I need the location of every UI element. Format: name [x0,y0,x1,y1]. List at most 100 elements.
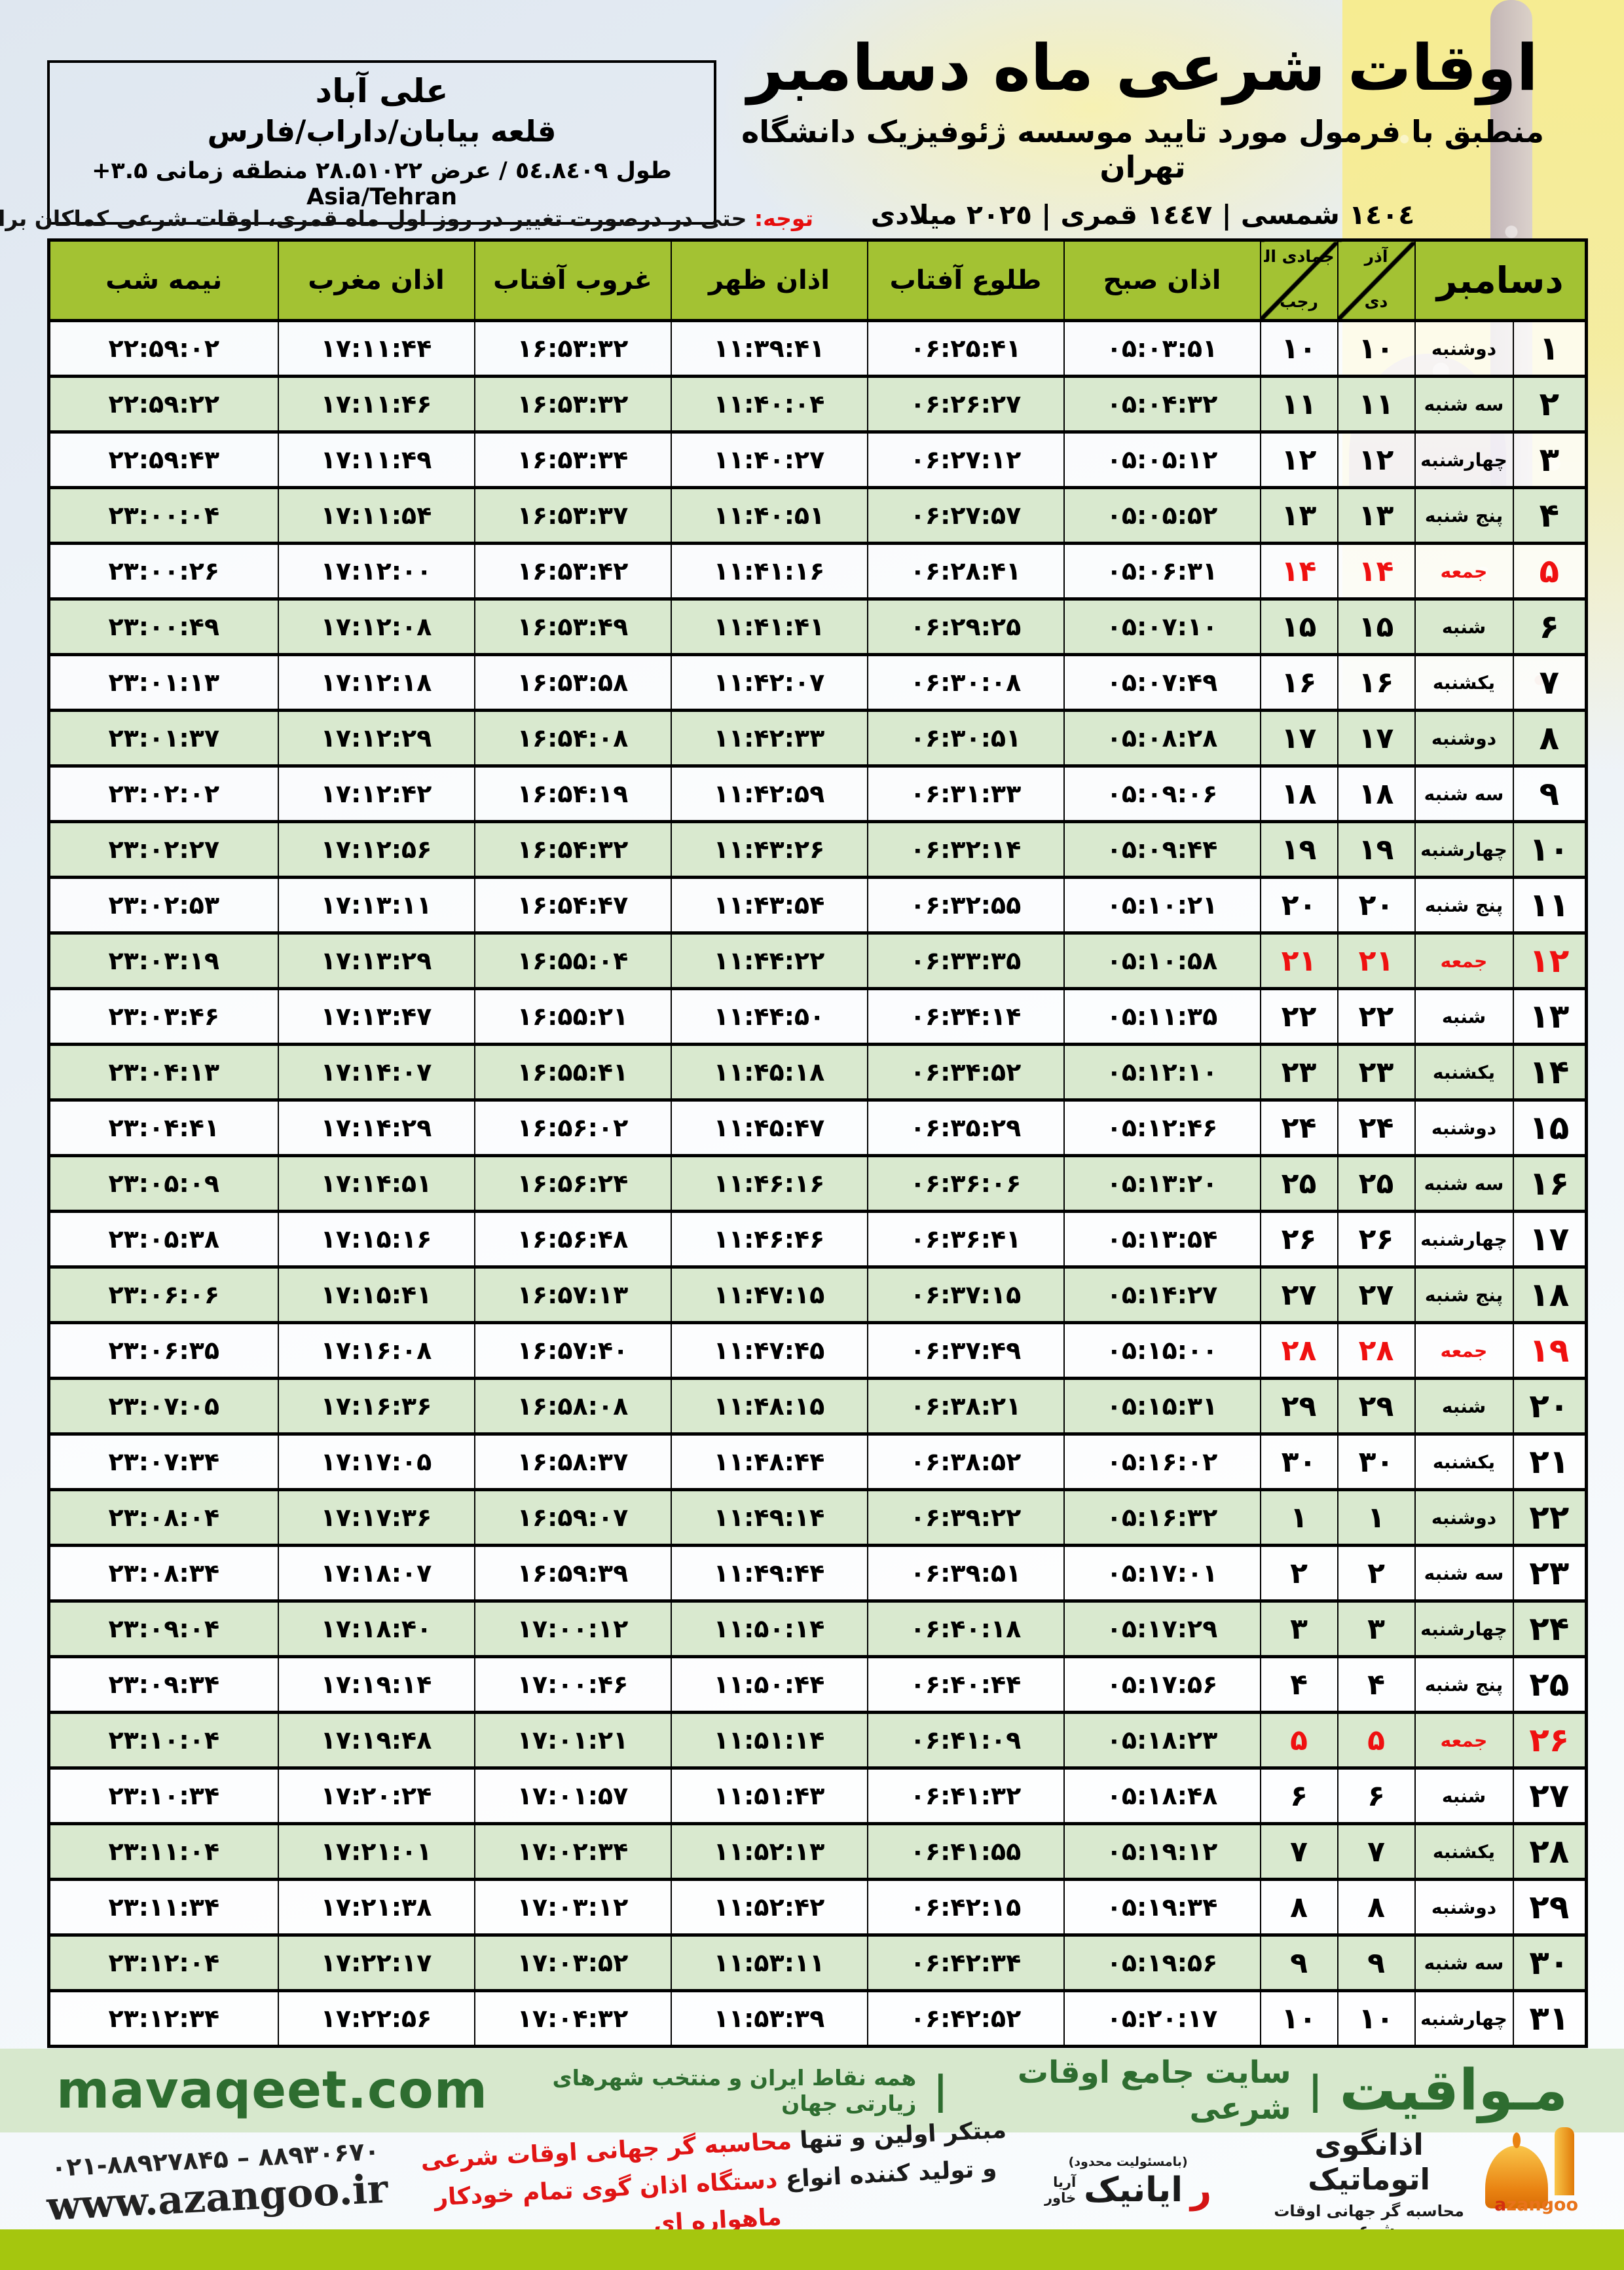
cell-maghrib-time: ۱۷:۱۳:۲۹ [277,932,475,990]
location-coordinates: طول ٥٤.٨٤٠٩ / عرض ۲۸.۵۱۰۲۲ منطقه زمانی ۳… [92,158,672,210]
cell-sunrise-time: ۰۶:۲۹:۲۵ [866,598,1065,656]
cell-fajr-time: ۰۵:۱۸:۴۸ [1063,1767,1261,1825]
cell-sunrise-time: ۰۶:۴۲:۳۴ [866,1934,1065,1992]
cell-dhuhr-time: ۱۱:۳۹:۴۱ [670,320,868,377]
location-region: قلعه بیابان/داراب/فارس [207,114,557,149]
table-row: ۱۵ دوشنبه ۲۴ ۲۴ ۰۵:۱۲:۴۶ ۰۶:۳۵:۲۹ ۱۱:۴۵:… [48,1099,1587,1157]
cell-fajr-time: ۰۵:۲۰:۱۷ [1063,1990,1261,2047]
cell-persian-month-day: ۲۶ [1337,1210,1416,1268]
cell-sunset-time: ۱۶:۵۵:۲۱ [473,988,672,1045]
table-row: ۱ دوشنبه ۱۰ ۱۰ ۰۵:۰۳:۵۱ ۰۶:۲۵:۴۱ ۱۱:۳۹:۴… [48,320,1587,377]
cell-persian-month-day: ۱۵ [1337,598,1416,656]
cell-fajr-time: ۰۵:۱۵:۳۱ [1063,1377,1261,1435]
cell-sunrise-time: ۰۶:۳۱:۳۳ [866,765,1065,823]
azangoo-title: اذانگوی اتوماتیک [1308,2127,1430,2197]
cell-weekday: یکشنبه [1414,1043,1514,1101]
cell-gregorian-day: ۳۱ [1512,1990,1587,2047]
cell-sunset-time: ۱۶:۵۸:۳۷ [473,1433,672,1491]
cell-dhuhr-time: ۱۱:۴۲:۳۳ [670,709,868,767]
cell-fajr-time: ۰۵:۰۸:۲۸ [1063,709,1261,767]
cell-maghrib-time: ۱۷:۱۴:۵۱ [277,1155,475,1212]
cell-sunrise-time: ۰۶:۳۲:۱۴ [866,821,1065,878]
cell-sunrise-time: ۰۶:۳۴:۱۴ [866,988,1065,1045]
cell-midnight-time: ۲۳:۱۱:۰۴ [48,1823,279,1880]
cell-hijri-month-day: ۲۳ [1259,1043,1338,1101]
cell-gregorian-day: ۲۲ [1512,1489,1587,1546]
cell-hijri-month-day: ۱۵ [1259,598,1338,656]
cell-hijri-month-day: ۲۹ [1259,1377,1338,1435]
cell-persian-month-day: ۱ [1337,1489,1416,1546]
cell-gregorian-day: ۲ [1512,375,1587,433]
cell-midnight-time: ۲۳:۰۳:۴۶ [48,988,279,1045]
cell-hijri-month-day: ۴ [1259,1656,1338,1713]
cell-persian-month-day: ۶ [1337,1767,1416,1825]
cell-sunset-time: ۱۶:۵۵:۰۴ [473,932,672,990]
cell-sunrise-time: ۰۶:۳۳:۳۵ [866,932,1065,990]
cell-midnight-time: ۲۲:۵۹:۲۲ [48,375,279,433]
location-box: علی آباد قلعه بیابان/داراب/فارس طول ٥٤.٨… [47,60,716,225]
cell-sunset-time: ۱۶:۵۳:۳۷ [473,487,672,544]
cell-weekday: دوشنبه [1414,1878,1514,1936]
cell-gregorian-day: ۱۶ [1512,1155,1587,1212]
cell-gregorian-day: ۹ [1512,765,1587,823]
cell-maghrib-time: ۱۷:۱۱:۵۴ [277,487,475,544]
cell-sunset-time: ۱۷:۰۳:۵۲ [473,1934,672,1992]
cell-sunset-time: ۱۶:۵۴:۳۲ [473,821,672,878]
rayanik-initial: ر [1190,2168,1212,2212]
cell-hijri-month-day: ۱۰ [1259,1990,1338,2047]
table-row: ۳۰ سه شنبه ۹ ۹ ۰۵:۱۹:۵۶ ۰۶:۴۲:۳۴ ۱۱:۵۳:۱… [48,1934,1587,1992]
cell-fajr-time: ۰۵:۱۶:۰۲ [1063,1433,1261,1491]
cell-midnight-time: ۲۳:۰۰:۰۴ [48,487,279,544]
cell-sunset-time: ۱۶:۵۶:۰۲ [473,1099,672,1157]
mavaqeet-domain: mavaqeet.com [56,2061,489,2120]
cell-persian-month-day: ۳۰ [1337,1433,1416,1491]
cell-midnight-time: ۲۳:۰۵:۰۹ [48,1155,279,1212]
mavaqeet-brand-group: مـواقیت | سایت جامع اوقات شرعی | همه نقا… [488,2055,1568,2127]
cell-persian-month-day: ۵ [1337,1711,1416,1769]
cell-persian-month-day: ۲ [1337,1544,1416,1602]
table-body: ۱ دوشنبه ۱۰ ۱۰ ۰۵:۰۳:۵۱ ۰۶:۲۵:۴۱ ۱۱:۳۹:۴… [48,320,1587,2047]
cell-persian-month-day: ۱۸ [1337,765,1416,823]
cell-sunrise-time: ۰۶:۴۲:۱۵ [866,1878,1065,1936]
cell-weekday: شنبه [1414,988,1514,1045]
cell-persian-month-day: ۴ [1337,1656,1416,1713]
cell-gregorian-day: ۱۴ [1512,1043,1587,1101]
cell-gregorian-day: ۱۲ [1512,932,1587,990]
cell-maghrib-time: ۱۷:۱۶:۰۸ [277,1322,475,1379]
header-month: دسامبر [1414,239,1587,322]
cell-weekday: چهارشنبه [1414,1600,1514,1658]
cell-sunrise-time: ۰۶:۳۰:۰۸ [866,654,1065,711]
cell-fajr-time: ۰۵:۱۸:۲۳ [1063,1711,1261,1769]
azangoo-text: اذانگوی اتوماتیک محاسبه گر جهانی اوقات ش… [1257,2127,1481,2239]
cell-midnight-time: ۲۳:۰۲:۲۷ [48,821,279,878]
cell-sunrise-time: ۰۶:۴۰:۴۴ [866,1656,1065,1713]
cell-gregorian-day: ۲۰ [1512,1377,1587,1435]
cell-weekday: جمعه [1414,542,1514,600]
cell-gregorian-day: ۲۹ [1512,1878,1587,1936]
cell-weekday: سه شنبه [1414,1155,1514,1212]
cell-hijri-month-day: ۲۴ [1259,1099,1338,1157]
cell-midnight-time: ۲۳:۰۱:۳۷ [48,709,279,767]
cell-fajr-time: ۰۵:۱۱:۳۵ [1063,988,1261,1045]
rayanik-logo: (بامسئولیت محدود) ر ایانیک آریا خاور [1044,2155,1211,2212]
cell-weekday: سه شنبه [1414,375,1514,433]
rayanik-rest: ایانیک [1084,2170,1183,2210]
cell-persian-month-day: ۲۰ [1337,876,1416,934]
cell-midnight-time: ۲۳:۰۴:۴۱ [48,1099,279,1157]
cell-maghrib-time: ۱۷:۱۵:۱۶ [277,1210,475,1268]
table-row: ۲۹ دوشنبه ۸ ۸ ۰۵:۱۹:۳۴ ۰۶:۴۲:۱۵ ۱۱:۵۲:۴۲… [48,1878,1587,1936]
cell-dhuhr-time: ۱۱:۵۰:۱۴ [670,1600,868,1658]
cell-sunrise-time: ۰۶:۳۲:۵۵ [866,876,1065,934]
cell-dhuhr-time: ۱۱:۴۴:۲۲ [670,932,868,990]
cell-midnight-time: ۲۳:۰۱:۱۳ [48,654,279,711]
cell-midnight-time: ۲۳:۱۱:۳۴ [48,1878,279,1936]
cell-sunset-time: ۱۶:۵۶:۴۸ [473,1210,672,1268]
cell-midnight-time: ۲۳:۱۲:۰۴ [48,1934,279,1992]
table-row: ۲۵ پنج شنبه ۴ ۴ ۰۵:۱۷:۵۶ ۰۶:۴۰:۴۴ ۱۱:۵۰:… [48,1656,1587,1713]
cell-hijri-month-day: ۱۴ [1259,542,1338,600]
cell-fajr-time: ۰۵:۰۶:۳۱ [1063,542,1261,600]
cell-gregorian-day: ۲۸ [1512,1823,1587,1880]
cell-gregorian-day: ۱۱ [1512,876,1587,934]
cell-fajr-time: ۰۵:۰۹:۴۴ [1063,821,1261,878]
cell-sunset-time: ۱۷:۰۰:۱۲ [473,1600,672,1658]
